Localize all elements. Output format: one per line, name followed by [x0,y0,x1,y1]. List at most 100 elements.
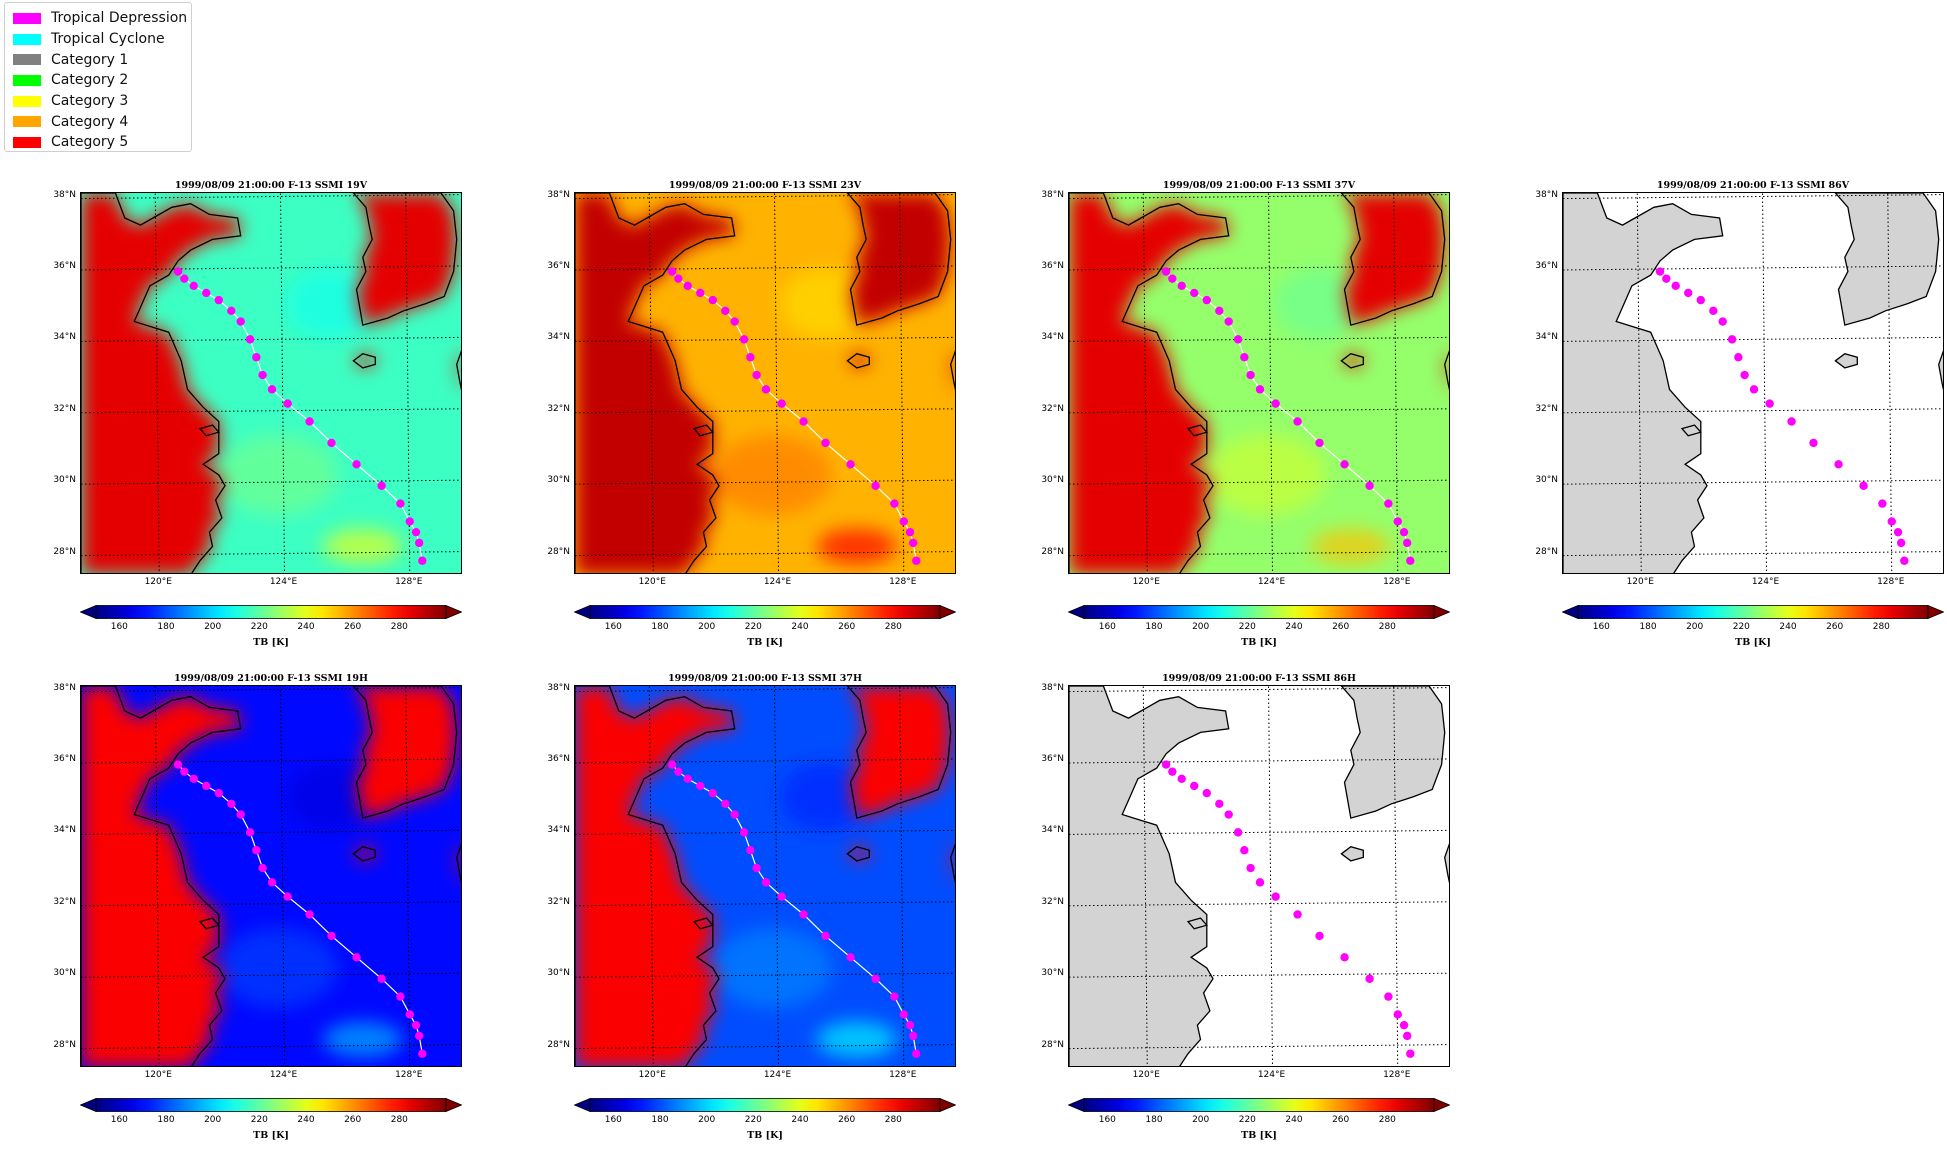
track-point [1399,527,1409,537]
coastline [692,917,714,930]
channel-panel: 1999/08/09 21:00:00 F-13 SSMI 19V 38°N 36°… [53,180,492,670]
colorbar-max-extend [445,1097,463,1113]
colorbar-tick: 180 [1145,622,1163,632]
track-point [377,974,386,983]
track-point [227,306,236,316]
track-point [352,460,361,469]
lat-label: 38°N [547,682,570,693]
track-point [777,892,786,901]
tb-anomaly [286,761,377,832]
track-point [1365,974,1374,983]
lon-label: 128°E [889,1070,917,1080]
colorbar-tick: 260 [1332,1115,1350,1125]
lat-label: 36°N [53,753,76,764]
colorbar-label: TB [K] [1241,637,1277,648]
track-point [267,878,277,887]
track-point [258,863,267,873]
colorbar-gradient [95,605,447,619]
colorbar: 160 180 200 220 240 260 280 TB [K] [573,1097,957,1147]
track-point [1246,370,1255,380]
track-point [1240,846,1249,855]
colorbar-max-extend [939,1097,957,1113]
legend-swatch [13,74,41,86]
land-field [950,845,955,881]
track-point [377,481,386,490]
coastline [456,350,461,391]
track-point [1878,499,1887,508]
colorbar-tick: 220 [1238,1115,1256,1125]
track-point [777,399,786,408]
lat-label: 36°N [1041,753,1064,764]
colorbar-gradient [589,605,941,619]
coastline [1186,917,1208,930]
land-field [1341,686,1445,819]
lat-label: 34°N [53,825,76,836]
track-point [821,438,830,448]
track-point [1365,481,1374,490]
coastline [1834,352,1858,369]
tb-anomaly [1310,528,1391,565]
coastline [1444,843,1449,884]
track-point [721,799,730,809]
track-point [739,335,749,344]
track-point [1271,399,1280,408]
track-point [1406,1049,1415,1058]
tb-map [1068,192,1450,574]
track-point [674,274,683,283]
colorbar: 160 180 200 220 240 260 280 TB [K] [79,1097,463,1147]
colorbar-tick: 260 [838,1115,856,1125]
track-point [1662,274,1671,283]
lat-label: 30°N [547,968,570,979]
colorbar-tick: 160 [1592,622,1610,632]
track-point [890,499,899,508]
legend-label: Tropical Depression [51,10,188,27]
lat-label: 28°N [1535,546,1558,557]
track-point [189,281,198,291]
coastline [352,352,376,369]
lat-label: 30°N [547,475,570,486]
track-point [414,1031,424,1041]
tb-anomaly [712,928,833,1009]
lat-label: 36°N [1535,260,1558,271]
land-field [950,352,955,388]
lat-label: 34°N [53,332,76,343]
colorbar-tick: 240 [1285,1115,1303,1125]
lat-label: 34°N [547,825,570,836]
track-point [1709,306,1718,316]
coastline [1444,350,1449,391]
track-point [411,1020,421,1030]
coastline [1340,686,1446,819]
colorbar-gradient [1083,605,1435,619]
track-point [1202,788,1211,798]
lon-label: 124°E [763,577,792,587]
track-point [405,1010,414,1019]
land-field [1938,352,1943,388]
track-point [683,774,692,784]
track-point [1177,774,1186,784]
coastline [1680,424,1702,437]
lon-label: 128°E [889,577,917,587]
colorbar-tick: 280 [390,1115,408,1125]
land-field [847,686,951,819]
lat-label: 38°N [53,682,76,693]
track-point [912,1049,921,1058]
panel-title: 1999/08/09 21:00:00 F-13 SSMI 37H [668,673,862,684]
colorbar-tick: 220 [1238,622,1256,632]
tb-anomaly [218,435,339,516]
track-point [799,910,808,919]
track-point [1161,267,1171,276]
track-point [905,1020,915,1030]
colorbar-label: TB [K] [747,1130,783,1141]
colorbar-tick: 180 [651,622,669,632]
coastline [692,424,714,437]
track-point [899,1010,908,1019]
coastline [575,686,736,1066]
track-point [1215,799,1224,809]
track-point [1696,295,1705,305]
channel-panel: 1999/08/09 21:00:00 F-13 SSMI 23V 38°N 36°… [547,180,986,670]
colorbar-tick: 180 [1639,622,1657,632]
legend-label: Category 2 [51,72,129,89]
tb-map [574,192,956,574]
lat-label: 30°N [53,475,76,486]
lat-label: 30°N [1535,475,1558,486]
